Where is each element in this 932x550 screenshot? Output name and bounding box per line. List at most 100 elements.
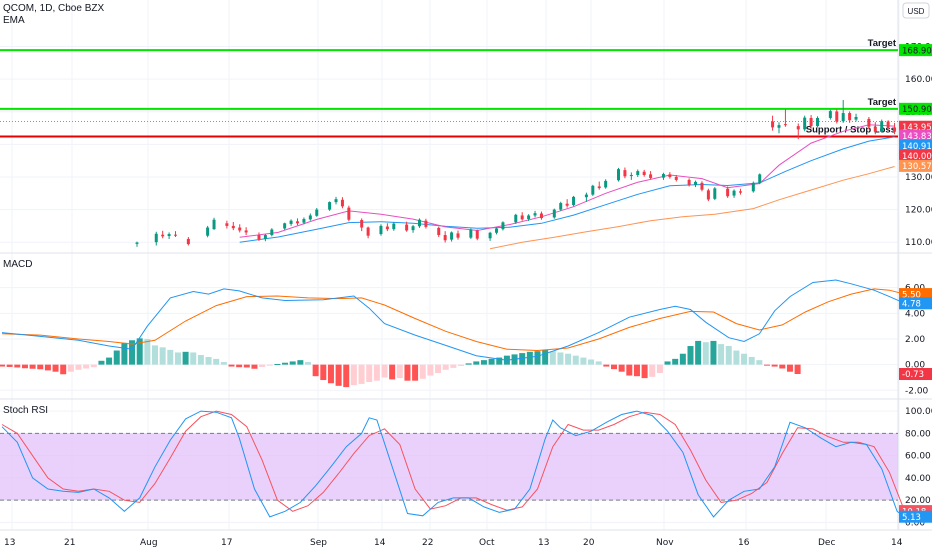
candle (411, 224, 415, 233)
candle (751, 181, 755, 193)
candle-body (803, 117, 807, 130)
candle (848, 111, 852, 123)
macd-histogram-bar (381, 364, 388, 378)
candle (520, 212, 524, 221)
symbol-title[interactable]: QCOM, 1D, Cboe BZX (3, 3, 104, 14)
candle (873, 122, 877, 135)
candle (867, 116, 871, 130)
candle-body (559, 203, 563, 210)
stoch-axis-tick: 100.00 (905, 407, 932, 417)
candle (135, 241, 139, 247)
candle-body (668, 174, 672, 177)
macd-histogram-bar (350, 364, 357, 386)
candle-body (283, 223, 287, 229)
macd-histogram-bar (213, 358, 220, 365)
macd-histogram-bar (251, 364, 258, 369)
macd-histogram-bar (442, 364, 449, 370)
candle (167, 232, 171, 239)
price-tag-label: 168.90 (902, 46, 932, 56)
candle-body (174, 234, 178, 236)
candle (661, 172, 665, 180)
candle (450, 231, 454, 242)
macd-histogram-bar (794, 364, 801, 375)
candle (533, 210, 537, 218)
candle-body (392, 223, 396, 230)
macd-histogram-bar (83, 364, 90, 369)
macd-histogram-bar (542, 349, 549, 365)
macd-histogram-bar (282, 362, 289, 365)
candle (437, 226, 441, 237)
candle (257, 232, 261, 241)
time-axis-label: 21 (64, 538, 75, 548)
macd-histogram-bar (534, 351, 541, 365)
candle (360, 218, 364, 232)
candle (604, 179, 608, 189)
macd-histogram-bar (618, 364, 625, 372)
candle (488, 231, 492, 241)
candle-body (828, 111, 832, 118)
macd-histogram-bar (136, 338, 143, 365)
price-tag-bg (899, 288, 932, 301)
candle-body (488, 232, 492, 239)
price-scale-tag: 143.83 (899, 129, 932, 142)
candle-body (186, 238, 190, 245)
candle-body (475, 230, 479, 239)
macd-histogram-bar (205, 356, 212, 365)
candle-body (886, 121, 890, 128)
macd-histogram-bar (473, 361, 480, 365)
currency-button[interactable]: USD (902, 2, 930, 19)
candle (668, 172, 672, 179)
macd-histogram-bar (366, 364, 373, 382)
macd-histogram-bar (144, 338, 151, 365)
candle (738, 188, 742, 195)
ema-indicator-label[interactable]: EMA (3, 15, 25, 26)
macd-histogram-bar (152, 345, 158, 365)
price-axis-tick: 130.00 (905, 173, 932, 183)
price-tag-label: 140.91 (902, 142, 932, 152)
macd-histogram-bar (0, 364, 5, 367)
macd-histogram-bar (274, 364, 281, 365)
macd-histogram-bar (656, 364, 663, 373)
macd-histogram-bar (488, 358, 495, 365)
stoch-rsi-panel[interactable] (0, 410, 906, 518)
candle-body (270, 229, 274, 236)
macd-indicator-label[interactable]: MACD (3, 259, 32, 270)
candle-body (539, 213, 543, 219)
candle-body (302, 219, 306, 223)
candle-body (501, 222, 505, 230)
price-tag-bg (899, 139, 932, 152)
axes: 170.00160.00150.00140.00130.00120.00110.… (4, 43, 932, 548)
macd-histogram-bar (129, 340, 136, 365)
price-scale-tag: 140.00 (899, 149, 932, 162)
candle-body (308, 215, 312, 220)
stoch-rsi-indicator-label[interactable]: Stoch RSI (3, 405, 48, 416)
stoch-axis-tick: 0.00 (905, 518, 925, 528)
candle-body (289, 220, 293, 224)
candle (340, 197, 344, 209)
candle (700, 181, 704, 192)
macd-histogram-bar (159, 347, 166, 365)
candle (456, 230, 460, 240)
macd-histogram-bar (228, 364, 235, 367)
macd-histogram-bar (748, 356, 755, 365)
candle-body (783, 124, 787, 126)
macd-histogram-bar (633, 364, 640, 377)
candle-body (527, 215, 531, 220)
macd-panel[interactable] (0, 279, 905, 388)
candle (559, 201, 563, 211)
candle (174, 231, 178, 237)
candle (443, 231, 447, 243)
macd-histogram-bar (320, 364, 327, 381)
candle (424, 218, 428, 229)
price-panel[interactable]: Target Target Support / Stop Loss (0, 38, 898, 250)
candle-body (385, 226, 389, 230)
candle-body (417, 219, 421, 227)
stoch-axis-tick: 60.00 (905, 452, 931, 462)
candle-body (347, 207, 351, 220)
candle-body (642, 171, 646, 176)
candle-body (495, 228, 499, 233)
candle-body (212, 219, 216, 230)
macd-histogram-bar (419, 364, 426, 379)
level-line-label: Target (868, 97, 897, 108)
